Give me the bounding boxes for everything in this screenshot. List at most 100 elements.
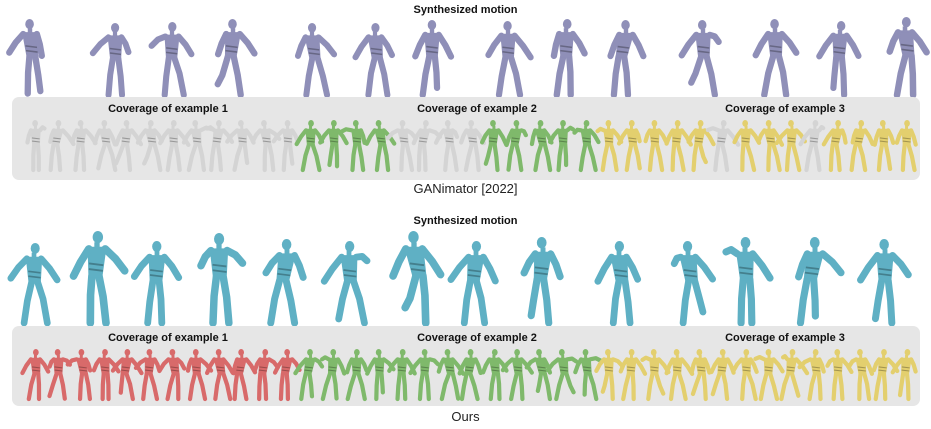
motion-figure [89, 23, 132, 99]
coverage-figure [338, 120, 367, 173]
coverage-figure [779, 349, 810, 402]
coverage-figure [547, 120, 576, 173]
top-synthesized-motion-figures [6, 17, 930, 99]
coverage-figure [411, 120, 443, 173]
coverage-figure [731, 349, 759, 402]
coverage-figure [616, 120, 642, 173]
coverage-figure [798, 120, 826, 173]
coverage-figure [664, 349, 695, 402]
bottom-caption: Ours [451, 409, 480, 424]
motion-figure [816, 21, 862, 99]
coverage-figure [158, 120, 191, 173]
top-coverage-label-3: Coverage of example 3 [725, 103, 845, 115]
bottom-coverage-panel: Coverage of example 1 Coverage of exampl… [12, 326, 920, 406]
top-coverage-label-2: Coverage of example 2 [417, 103, 537, 115]
coverage-figure [408, 349, 441, 402]
coverage-figure [364, 120, 397, 173]
coverage-figure [890, 349, 918, 402]
coverage-figure [344, 349, 369, 402]
motion-figure [7, 243, 61, 326]
coverage-figure [524, 349, 553, 402]
coverage-figure [756, 120, 785, 173]
motion-figure [148, 22, 195, 99]
coverage-figure [849, 120, 875, 173]
coverage-figure [133, 349, 162, 402]
motion-figure [857, 239, 912, 326]
motion-figure [485, 21, 534, 99]
coverage-figure [92, 120, 118, 173]
coverage-figure [25, 120, 47, 173]
coverage-figure [157, 349, 187, 402]
coverage-figure [643, 120, 669, 173]
bottom-motion-title: Synthesized motion [413, 215, 518, 227]
coverage-figure [459, 120, 487, 173]
coverage-figure [686, 120, 716, 173]
motion-figure [678, 20, 722, 99]
coverage-figure [385, 120, 418, 173]
top-motion-title: Synthesized motion [413, 4, 518, 16]
coverage-figure [500, 349, 534, 402]
coverage-figure [573, 349, 603, 402]
motion-figure [752, 19, 800, 99]
coverage-figure [204, 349, 235, 402]
coverage-figure [113, 120, 144, 173]
coverage-figure [545, 349, 579, 402]
motion-figure [607, 20, 647, 99]
coverage-figure [572, 120, 601, 173]
coverage-figure [48, 120, 76, 173]
coverage-figure [618, 349, 648, 402]
coverage-figure [457, 349, 483, 402]
coverage-figure [65, 349, 93, 402]
top-caption: GANimator [2022] [413, 181, 518, 196]
coverage-figure [272, 349, 302, 402]
coverage-figure [433, 120, 460, 173]
coverage-figure [479, 120, 509, 173]
coverage-figure [205, 120, 235, 173]
motion-figure [722, 237, 774, 326]
coverage-figure [293, 349, 325, 402]
motion-figure [412, 20, 455, 99]
motion-figure [69, 231, 129, 326]
motion-figure [550, 19, 588, 99]
coverage-figure [825, 349, 854, 402]
coverage-figure [481, 349, 509, 402]
bottom-synthesized-motion-figures [7, 231, 912, 326]
coverage-figure [529, 120, 554, 173]
coverage-figure [797, 349, 826, 402]
coverage-figure [231, 349, 258, 402]
coverage-figure [365, 349, 396, 402]
motion-figure [352, 23, 395, 99]
coverage-figure [320, 349, 347, 402]
top-coverage-figures [25, 120, 918, 173]
coverage-figure [709, 349, 736, 401]
bottom-coverage-label-1: Coverage of example 1 [108, 332, 228, 344]
coverage-figure [821, 120, 848, 173]
coverage-figure [271, 120, 300, 173]
motion-figure [130, 241, 183, 326]
coverage-figure [225, 120, 256, 172]
coverage-figure [847, 349, 875, 402]
coverage-figure [135, 120, 164, 173]
top-coverage-label-1: Coverage of example 1 [108, 103, 228, 115]
motion-figure [197, 233, 247, 326]
coverage-figure [753, 349, 785, 402]
coverage-figure [387, 349, 417, 402]
motion-figure [886, 17, 930, 99]
coverage-figure [318, 120, 349, 169]
motion-figure [320, 241, 371, 326]
bottom-coverage-label-3: Coverage of example 3 [725, 332, 845, 344]
coverage-figure [91, 349, 121, 402]
bottom-coverage-label-2: Coverage of example 2 [417, 332, 537, 344]
motion-figure [214, 19, 258, 99]
top-coverage-panel: Coverage of example 1 Coverage of exampl… [12, 97, 920, 180]
coverage-figure [894, 120, 918, 173]
coverage-figure [70, 120, 98, 173]
coverage-figure [250, 120, 282, 173]
motion-figure [294, 23, 338, 99]
motion-figure [520, 237, 564, 326]
coverage-figure [47, 349, 73, 401]
motion-figure [594, 241, 642, 326]
coverage-figure [504, 120, 528, 173]
coverage-figure [872, 120, 896, 173]
coverage-figure [774, 120, 807, 173]
